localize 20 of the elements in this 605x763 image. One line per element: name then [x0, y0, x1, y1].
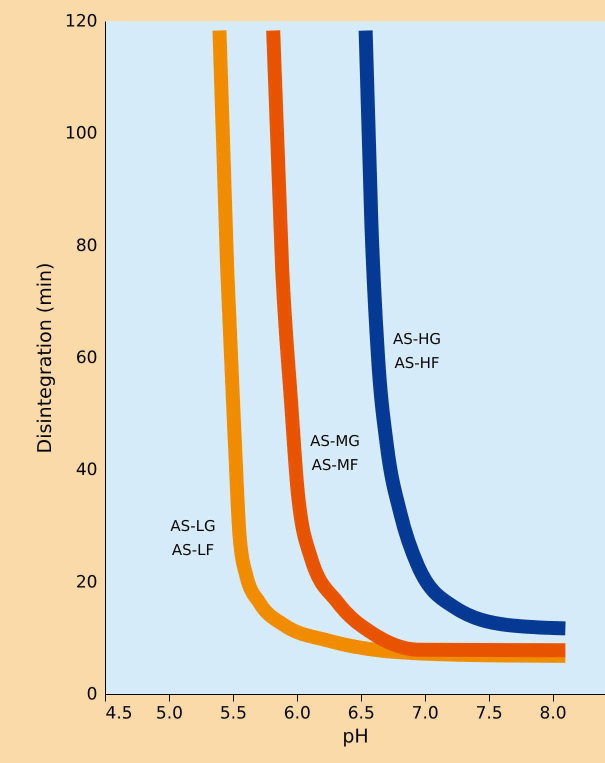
y-axis-title: Disintegration (min) — [34, 262, 56, 454]
y-tick-label: 0 — [86, 684, 98, 704]
x-tick-label: 7.0 — [412, 704, 439, 724]
series-label: AS-LG AS-LF — [170, 517, 216, 559]
y-tick-label: 100 — [65, 124, 98, 144]
y-tick-label: 40 — [76, 460, 98, 480]
y-tick-label: 120 — [65, 12, 98, 32]
y-tick-label: 20 — [76, 572, 98, 592]
y-tick-label: 60 — [76, 348, 98, 368]
x-tick-label: 7.5 — [476, 704, 503, 724]
x-tick-label: 4.5 — [106, 704, 133, 724]
series-label: AS-MG AS-MF — [310, 432, 360, 474]
x-tick-label: 5.0 — [156, 704, 183, 724]
x-tick-label: 5.5 — [220, 704, 247, 724]
series-label: AS-HG AS-HF — [392, 330, 442, 372]
x-axis-title: pH — [342, 726, 369, 748]
x-tick-label: 6.5 — [348, 704, 375, 724]
x-tick-label: 8.0 — [540, 704, 567, 724]
y-tick-label: 80 — [76, 236, 98, 256]
x-tick-label: 6.0 — [284, 704, 311, 724]
